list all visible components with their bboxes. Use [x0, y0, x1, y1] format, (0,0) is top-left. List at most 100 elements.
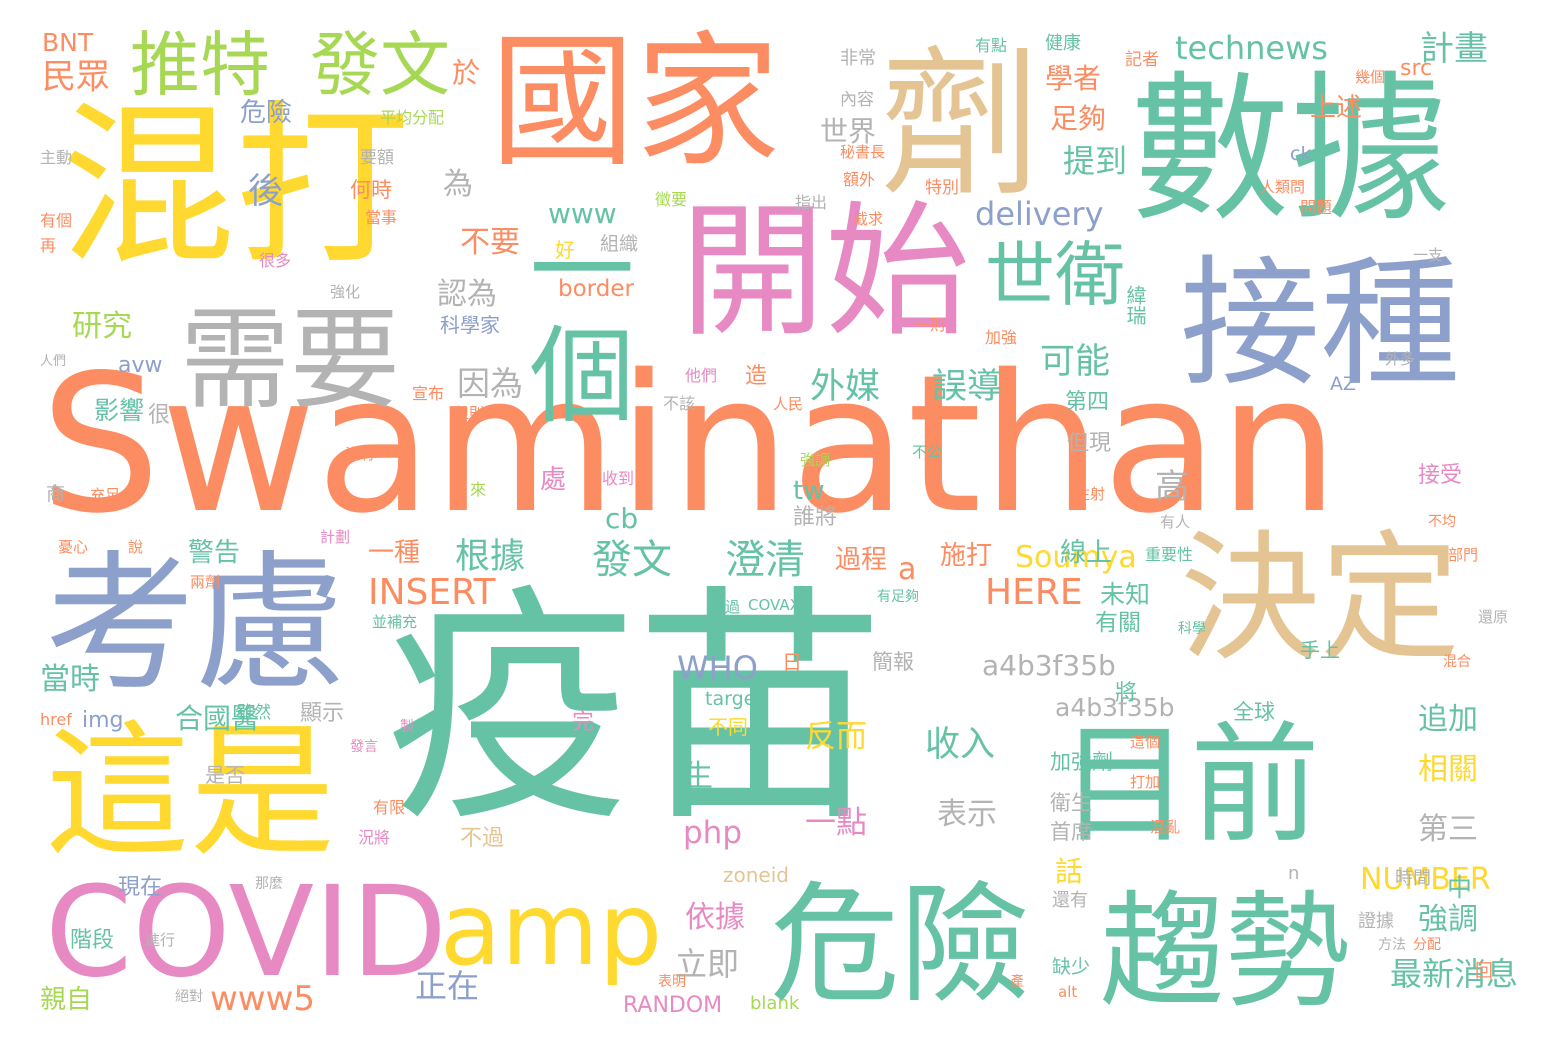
- cloud-word: 特別: [925, 178, 959, 198]
- cloud-word: 額外: [843, 170, 876, 189]
- cloud-word: 最新消息: [1390, 955, 1519, 993]
- cloud-word: 沒有: [345, 445, 376, 463]
- cloud-word: n: [1288, 863, 1300, 884]
- cloud-word: 科學: [1178, 621, 1206, 637]
- cloud-word: 要額: [360, 148, 394, 168]
- cloud-word: 接受: [1418, 463, 1463, 488]
- cloud-word: 截求: [853, 210, 884, 228]
- cloud-word: 兩劑: [190, 573, 221, 591]
- cloud-word: 發文: [310, 24, 450, 106]
- cloud-word: 可能: [1040, 342, 1111, 382]
- cloud-word: 劑: [880, 31, 1041, 218]
- cloud-word: href: [40, 710, 72, 729]
- cloud-word: 科學家: [440, 313, 500, 337]
- cloud-word: 表示: [937, 797, 997, 832]
- cloud-word: 造: [745, 364, 768, 389]
- cloud-word: 收到: [602, 469, 635, 488]
- cloud-word: 不過: [460, 826, 505, 851]
- cloud-word: 方法: [1378, 937, 1406, 953]
- cloud-word: 後: [248, 172, 284, 212]
- cloud-word: 宣布: [412, 384, 445, 403]
- cloud-word: 當時: [40, 662, 100, 697]
- cloud-word: 日: [782, 650, 802, 674]
- cloud-word: 很多: [259, 251, 292, 270]
- cloud-word: 收入: [925, 725, 996, 765]
- cloud-word: 接種: [1180, 243, 1461, 406]
- cloud-word: 手上: [1300, 638, 1340, 662]
- cloud-word: 誰將: [793, 505, 838, 530]
- cloud-word: 危險: [770, 869, 1031, 1021]
- cloud-word: 影響: [94, 396, 145, 425]
- cloud-word: 重要性: [1145, 545, 1194, 564]
- cloud-word: 但現: [1067, 431, 1112, 456]
- cloud-word: 衛生: [1050, 791, 1092, 815]
- cloud-word: 發文: [592, 537, 672, 583]
- cloud-word: 一則: [915, 316, 946, 334]
- cloud-word: 但則: [454, 404, 485, 422]
- cloud-word: 有個: [40, 211, 73, 230]
- cloud-word: a4b3f35b: [1055, 693, 1175, 722]
- cloud-word: 人們: [40, 354, 67, 369]
- cloud-word: ck: [1290, 143, 1312, 165]
- cloud-word: COVAX: [748, 596, 800, 614]
- cloud-word: 產: [1010, 974, 1024, 990]
- cloud-word: 表明: [658, 974, 686, 990]
- cloud-word: HERE: [985, 572, 1083, 613]
- cloud-word: 將: [1115, 681, 1138, 706]
- cloud-word: 加強劑: [1050, 750, 1113, 774]
- cloud-word: 絕對: [175, 989, 203, 1005]
- cloud-word: tw: [793, 476, 825, 506]
- cloud-word: 他們: [685, 366, 718, 385]
- cloud-word: 製: [400, 719, 414, 735]
- cloud-word: 顯示: [300, 701, 345, 726]
- cloud-word: 第四: [1065, 390, 1110, 415]
- cloud-word: 人類問: [1260, 178, 1306, 196]
- cloud-word: 處: [540, 465, 567, 495]
- cloud-word: 有限: [373, 798, 406, 817]
- cloud-word: 簡報: [872, 650, 914, 674]
- cloud-word: 學者: [1045, 62, 1102, 95]
- cloud-word: amp: [440, 871, 663, 988]
- cloud-word: 再: [40, 236, 57, 255]
- cloud-word: 注射: [1075, 485, 1106, 503]
- cloud-word: 親自: [40, 985, 93, 1015]
- cloud-word: 充足: [90, 486, 121, 504]
- cloud-word: RANDOM: [623, 993, 723, 1018]
- cloud-word: 強調: [800, 451, 831, 469]
- cloud-word: 高: [1155, 467, 1189, 507]
- cloud-word: 強調: [1418, 902, 1478, 937]
- cloud-word: 計劃: [320, 528, 351, 546]
- cloud-word: 合國醫: [175, 702, 260, 735]
- cloud-word: 證據: [1358, 911, 1394, 932]
- cloud-word: 上述: [1310, 93, 1363, 123]
- cloud-word: 考慮: [45, 538, 346, 712]
- cloud-word: 混合: [1443, 654, 1471, 670]
- cloud-word: 緯瑞: [1123, 285, 1147, 325]
- cloud-word: INSERT: [368, 572, 496, 613]
- cloud-word: 商: [46, 483, 66, 505]
- cloud-word: 有點: [975, 36, 1008, 55]
- cloud-word: 推特: [130, 24, 270, 106]
- cloud-word: COVID: [45, 860, 448, 1005]
- cloud-word: 時間: [1395, 868, 1431, 889]
- cloud-word: 需要: [180, 296, 400, 424]
- cloud-word: 誤導: [932, 367, 1003, 407]
- cloud-word: 一個: [512, 215, 634, 425]
- cloud-word: WHO: [677, 649, 758, 687]
- cloud-word: 分配: [1413, 937, 1441, 953]
- cloud-word: 反而: [805, 719, 867, 755]
- cloud-word: 於: [448, 58, 481, 86]
- cloud-word: 警告: [188, 538, 241, 568]
- cloud-word: 目前: [1060, 709, 1321, 861]
- cloud-word: 並補充: [372, 613, 418, 631]
- cloud-word: 計畫: [1420, 29, 1488, 69]
- cloud-word: 不要: [460, 225, 520, 260]
- cloud-word: 世衛: [985, 234, 1125, 316]
- cloud-word: 部門: [1448, 546, 1479, 564]
- cloud-word: 第三: [1418, 812, 1478, 847]
- cloud-word: border: [558, 276, 634, 302]
- cloud-word: 相關: [1418, 752, 1478, 787]
- cloud-word: 首席: [1050, 820, 1092, 844]
- cloud-word: 過程: [835, 545, 888, 575]
